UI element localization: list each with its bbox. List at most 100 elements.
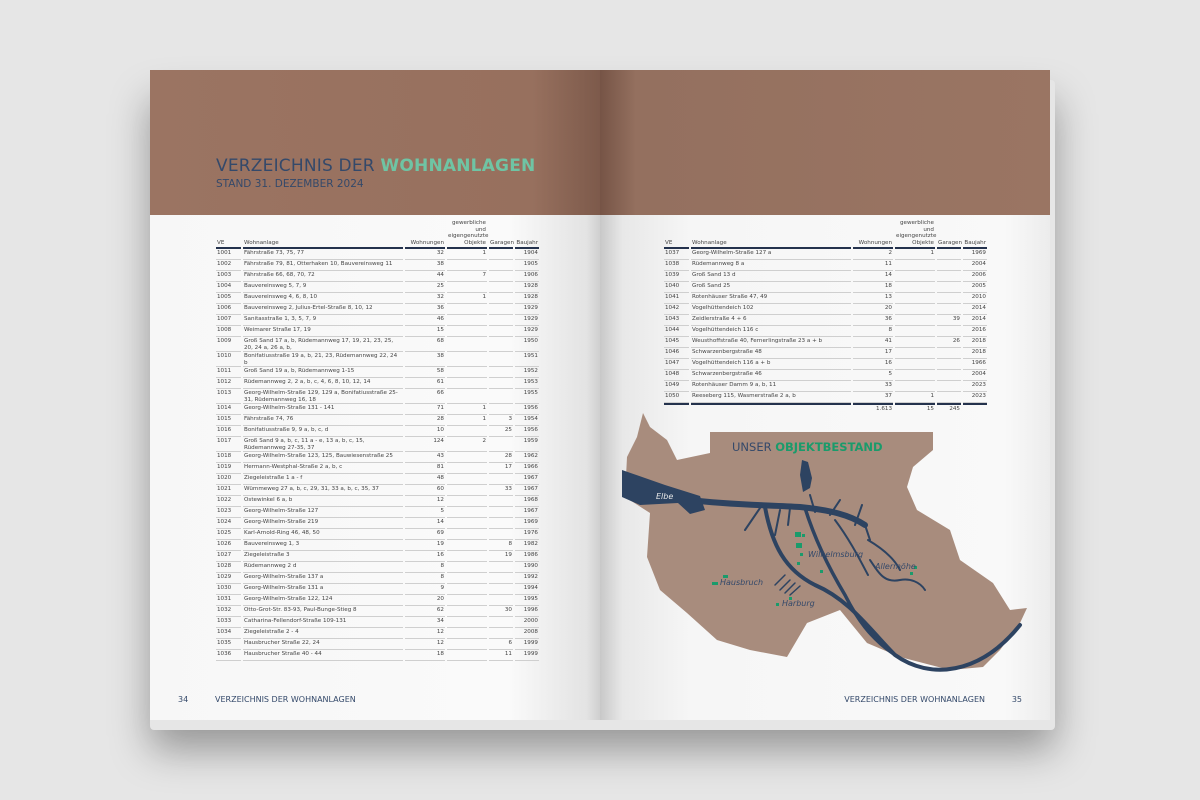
cell-wohnanlage: Groß Sand 25 [691, 282, 851, 293]
cell-ve: 1041 [664, 293, 689, 304]
cell-garagen [489, 293, 513, 304]
cell-wohnanlage: Georg-Wilhelm-Straße 131 a [243, 584, 403, 595]
cell-garagen [489, 507, 513, 518]
cell-wohnungen: 12 [405, 628, 445, 639]
cell-ve: 1029 [216, 573, 241, 584]
cell-ve: 1037 [664, 249, 689, 260]
cell-wohnanlage: Georg-Wilhelm-Straße 127 [243, 507, 403, 518]
page-number-right: 35 [1011, 695, 1022, 704]
page-left: VERZEICHNIS DER WOHNANLAGEN STAND 31. DE… [150, 70, 600, 720]
cell-gewerbliche [447, 389, 487, 404]
cell-baujahr: 1999 [515, 639, 539, 650]
cell-wohnungen: 9 [405, 584, 445, 595]
table-row: 1032 Otto-Grot-Str. 83-93, Paul-Bunge-Sti… [216, 606, 539, 617]
cell-ve: 1019 [216, 463, 241, 474]
cell-gewerbliche [447, 529, 487, 540]
cell-garagen: 26 [937, 337, 961, 348]
table-row: 1013 Georg-Wilhelm-Straße 129, 129 a, Bon… [216, 389, 539, 404]
cell-wohnungen: 124 [405, 437, 445, 452]
cell-baujahr: 1995 [515, 595, 539, 606]
cell-baujahr: 1994 [515, 584, 539, 595]
cell-gewerbliche [447, 304, 487, 315]
harbour-basins [774, 574, 801, 596]
cell-ve: 1026 [216, 540, 241, 551]
lake-icon [800, 460, 812, 492]
table-row: 1050 Reeseberg 115, Wasmerstraße 2 a, b 37… [664, 392, 987, 403]
cell-ve: 1022 [216, 496, 241, 507]
cell-ve: 1008 [216, 326, 241, 337]
cell-gewerbliche [447, 584, 487, 595]
table-row: 1007 Sanitasstraße 1, 3, 5, 7, 9 46 1929 [216, 315, 539, 326]
cell-wohnungen: 48 [405, 474, 445, 485]
cell-gewerbliche [447, 518, 487, 529]
table-row: 1019 Hermann-Westphal-Straße 2 a, b, c 81 1… [216, 463, 539, 474]
cell-wohnungen: 15 [405, 326, 445, 337]
cell-baujahr: 2016 [963, 326, 987, 337]
cell-baujahr: 1906 [515, 271, 539, 282]
cell-garagen [489, 518, 513, 529]
cell-wohnungen: 58 [405, 367, 445, 378]
cell-baujahr: 1905 [515, 260, 539, 271]
cell-gewerbliche [895, 359, 935, 370]
cell-gewerbliche [447, 367, 487, 378]
cell-gewerbliche [447, 474, 487, 485]
table-row: 1047 Vogelhüttendeich 116 a + b 16 1966 [664, 359, 987, 370]
cell-ve: 1048 [664, 370, 689, 381]
river-elbe [687, 497, 868, 528]
table-row: 1038 Rüdemannweg 8 a 11 2004 [664, 260, 987, 271]
cell-garagen [489, 352, 513, 367]
cell-wohnungen: 8 [853, 326, 893, 337]
cell-ve: 1006 [216, 304, 241, 315]
cell-garagen [489, 389, 513, 404]
cell-wohnungen: 36 [405, 304, 445, 315]
cell-wohnungen: 61 [405, 378, 445, 389]
cell-ve: 1033 [216, 617, 241, 628]
cell-wohnungen: 20 [853, 304, 893, 315]
cell-gewerbliche [895, 348, 935, 359]
cell-ve: 1011 [216, 367, 241, 378]
cell-baujahr: 1999 [515, 650, 539, 661]
table-row: 1043 Zeidlerstraße 4 + 6 36 39 2014 [664, 315, 987, 326]
cell-wohnanlage: Georg-Wilhelm-Straße 127 a [691, 249, 851, 260]
cell-wohnungen: 16 [853, 359, 893, 370]
cell-baujahr: 1929 [515, 326, 539, 337]
cell-garagen [937, 359, 961, 370]
cell-ve: 1003 [216, 271, 241, 282]
cell-wohnungen: 13 [853, 293, 893, 304]
table-row: 1028 Rüdemannweg 2 d 8 1990 [216, 562, 539, 573]
cell-gewerbliche: 1 [447, 415, 487, 426]
property-markers [712, 532, 917, 606]
cell-wohnanlage: Bonifatiusstraße 19 a, b, 21, 23, Rüdema… [243, 352, 403, 367]
cell-ve: 1016 [216, 426, 241, 437]
header-gewerbliche: gewerbliche und eigengenutzte Objekte [895, 220, 936, 249]
cell-gewerbliche [895, 326, 935, 337]
marker-icon [776, 603, 779, 606]
table-row: 1040 Groß Sand 25 18 2005 [664, 282, 987, 293]
label-harburg: Harburg [782, 599, 815, 608]
cell-baujahr: 1966 [963, 359, 987, 370]
cell-wohnanlage: Reeseberg 115, Wasmerstraße 2 a, b [691, 392, 851, 403]
cell-baujahr: 1986 [515, 551, 539, 562]
cell-baujahr: 1959 [515, 437, 539, 452]
cell-wohnungen: 10 [405, 426, 445, 437]
river-dove-elbe [869, 559, 926, 591]
cell-wohnanlage: Rüdemannweg 8 a [691, 260, 851, 271]
table-row: 1042 Vogelhüttendeich 102 20 2014 [664, 304, 987, 315]
header-wohnungen: Wohnungen [405, 220, 445, 249]
page-subtitle: STAND 31. DEZEMBER 2024 [216, 178, 364, 190]
cell-garagen: 8 [489, 540, 513, 551]
header-garagen: Garagen [489, 220, 514, 249]
cell-gewerbliche [895, 304, 935, 315]
cell-gewerbliche [447, 337, 487, 352]
cell-ve: 1024 [216, 518, 241, 529]
cell-ve: 1018 [216, 452, 241, 463]
table-row: 1046 Schwarzenbergstraße 48 17 2018 [664, 348, 987, 359]
running-title-right: VERZEICHNIS DER WOHNANLAGEN [844, 695, 985, 704]
table-row: 1003 Fährstraße 66, 68, 70, 72 44 7 1906 [216, 271, 539, 282]
marker-icon [789, 597, 792, 600]
marker-icon [800, 553, 803, 556]
cell-ve: 1021 [216, 485, 241, 496]
cell-gewerbliche [895, 337, 935, 348]
cell-wohnungen: 5 [405, 507, 445, 518]
